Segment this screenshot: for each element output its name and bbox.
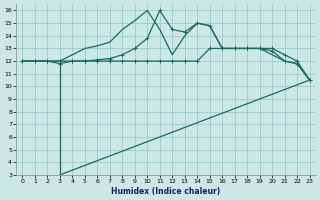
X-axis label: Humidex (Indice chaleur): Humidex (Indice chaleur) (111, 187, 221, 196)
